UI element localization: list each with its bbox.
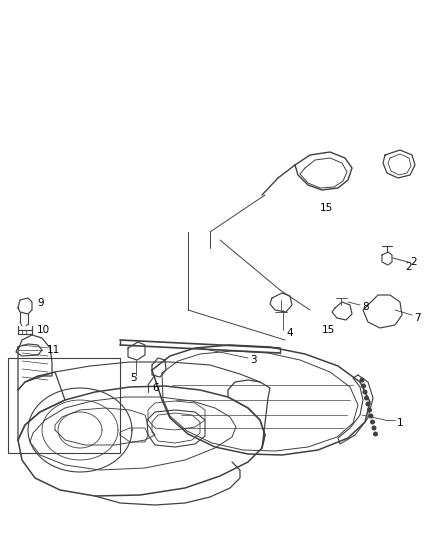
- Circle shape: [371, 420, 374, 424]
- Text: 4: 4: [286, 328, 293, 338]
- Circle shape: [366, 402, 370, 406]
- Text: 9: 9: [37, 298, 44, 308]
- Circle shape: [374, 432, 377, 436]
- Text: 15: 15: [320, 203, 333, 213]
- Text: 2: 2: [410, 257, 417, 267]
- Circle shape: [369, 414, 373, 418]
- Circle shape: [367, 408, 371, 412]
- Text: 10: 10: [37, 325, 50, 335]
- Circle shape: [360, 378, 364, 382]
- Text: 5: 5: [130, 373, 137, 383]
- Bar: [8, 358, 120, 453]
- Text: 15: 15: [322, 326, 335, 335]
- Circle shape: [372, 426, 376, 430]
- Text: 8: 8: [362, 302, 369, 312]
- Text: 7: 7: [414, 313, 420, 323]
- Circle shape: [363, 390, 367, 394]
- Circle shape: [362, 384, 365, 388]
- Text: 2: 2: [405, 262, 412, 271]
- Text: 3: 3: [250, 355, 257, 365]
- Text: 11: 11: [47, 345, 60, 355]
- Text: 1: 1: [397, 418, 404, 428]
- Text: 6: 6: [152, 383, 159, 393]
- Circle shape: [365, 396, 368, 400]
